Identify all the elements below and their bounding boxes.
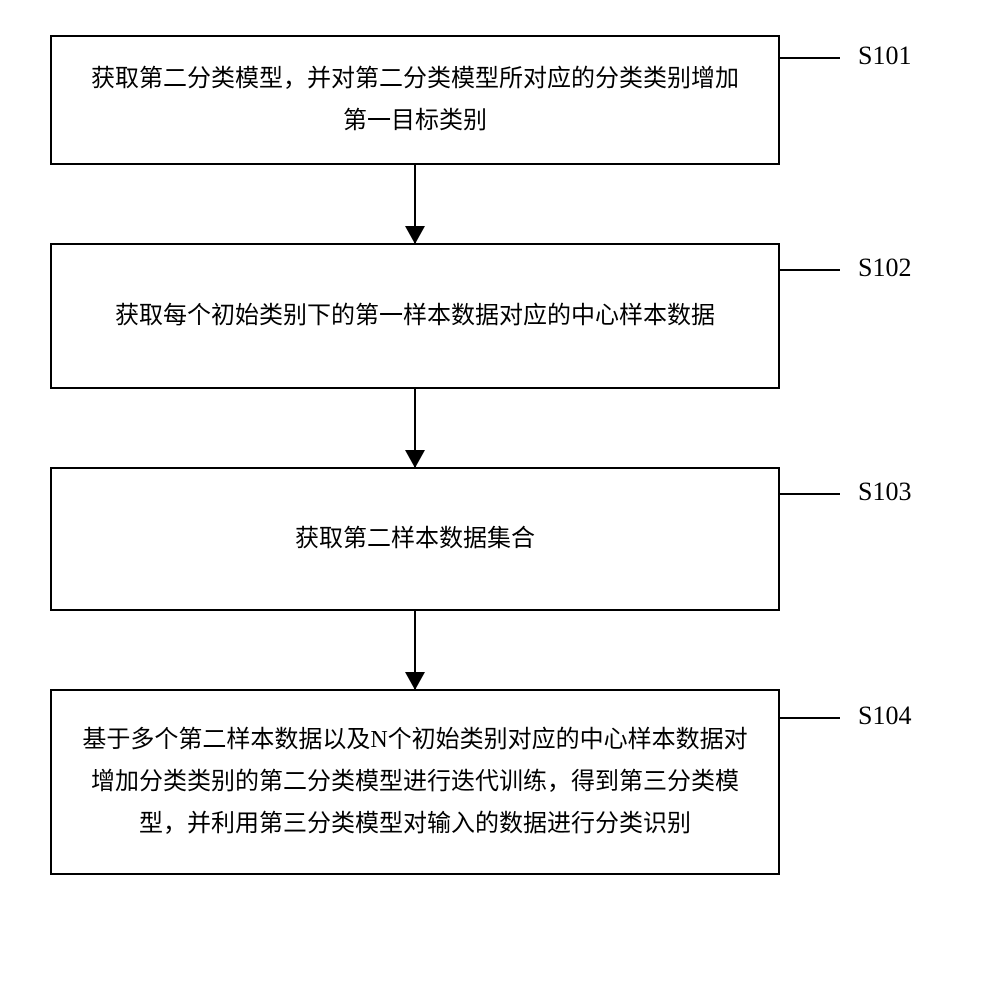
arrow (414, 389, 416, 467)
step-text: 获取第二样本数据集合 (295, 518, 535, 560)
step-row: 基于多个第二样本数据以及N个初始类别对应的中心样本数据对增加分类类别的第二分类模… (50, 689, 950, 875)
step-text: 获取第二分类模型，并对第二分类模型所对应的分类类别增加第一目标类别 (82, 58, 748, 142)
step-row: 获取每个初始类别下的第一样本数据对应的中心样本数据 S102 (50, 243, 950, 389)
step-row: 获取第二分类模型，并对第二分类模型所对应的分类类别增加第一目标类别 S101 (50, 35, 950, 165)
arrow-head (405, 226, 425, 244)
step-label: S102 (858, 253, 911, 283)
arrow-wrap (50, 165, 780, 243)
step-box-s102: 获取每个初始类别下的第一样本数据对应的中心样本数据 (50, 243, 780, 389)
arrow-wrap (50, 611, 780, 689)
flowchart-container: 获取第二分类模型，并对第二分类模型所对应的分类类别增加第一目标类别 S101 获… (50, 35, 950, 875)
step-text: 基于多个第二样本数据以及N个初始类别对应的中心样本数据对增加分类类别的第二分类模… (82, 719, 748, 845)
step-label: S103 (858, 477, 911, 507)
label-line (780, 717, 840, 719)
step-box-s104: 基于多个第二样本数据以及N个初始类别对应的中心样本数据对增加分类类别的第二分类模… (50, 689, 780, 875)
label-connector: S103 (780, 467, 950, 495)
label-line (780, 269, 840, 271)
arrow (414, 611, 416, 689)
arrow-head (405, 450, 425, 468)
arrow-head (405, 672, 425, 690)
step-box-s101: 获取第二分类模型，并对第二分类模型所对应的分类类别增加第一目标类别 (50, 35, 780, 165)
label-line (780, 493, 840, 495)
step-text: 获取每个初始类别下的第一样本数据对应的中心样本数据 (115, 295, 715, 337)
step-label: S101 (858, 41, 911, 71)
step-box-s103: 获取第二样本数据集合 (50, 467, 780, 611)
step-label: S104 (858, 701, 911, 731)
label-connector: S101 (780, 35, 950, 59)
label-line (780, 57, 840, 59)
label-connector: S102 (780, 243, 950, 271)
step-row: 获取第二样本数据集合 S103 (50, 467, 950, 611)
arrow (414, 165, 416, 243)
arrow-wrap (50, 389, 780, 467)
label-connector: S104 (780, 689, 950, 719)
